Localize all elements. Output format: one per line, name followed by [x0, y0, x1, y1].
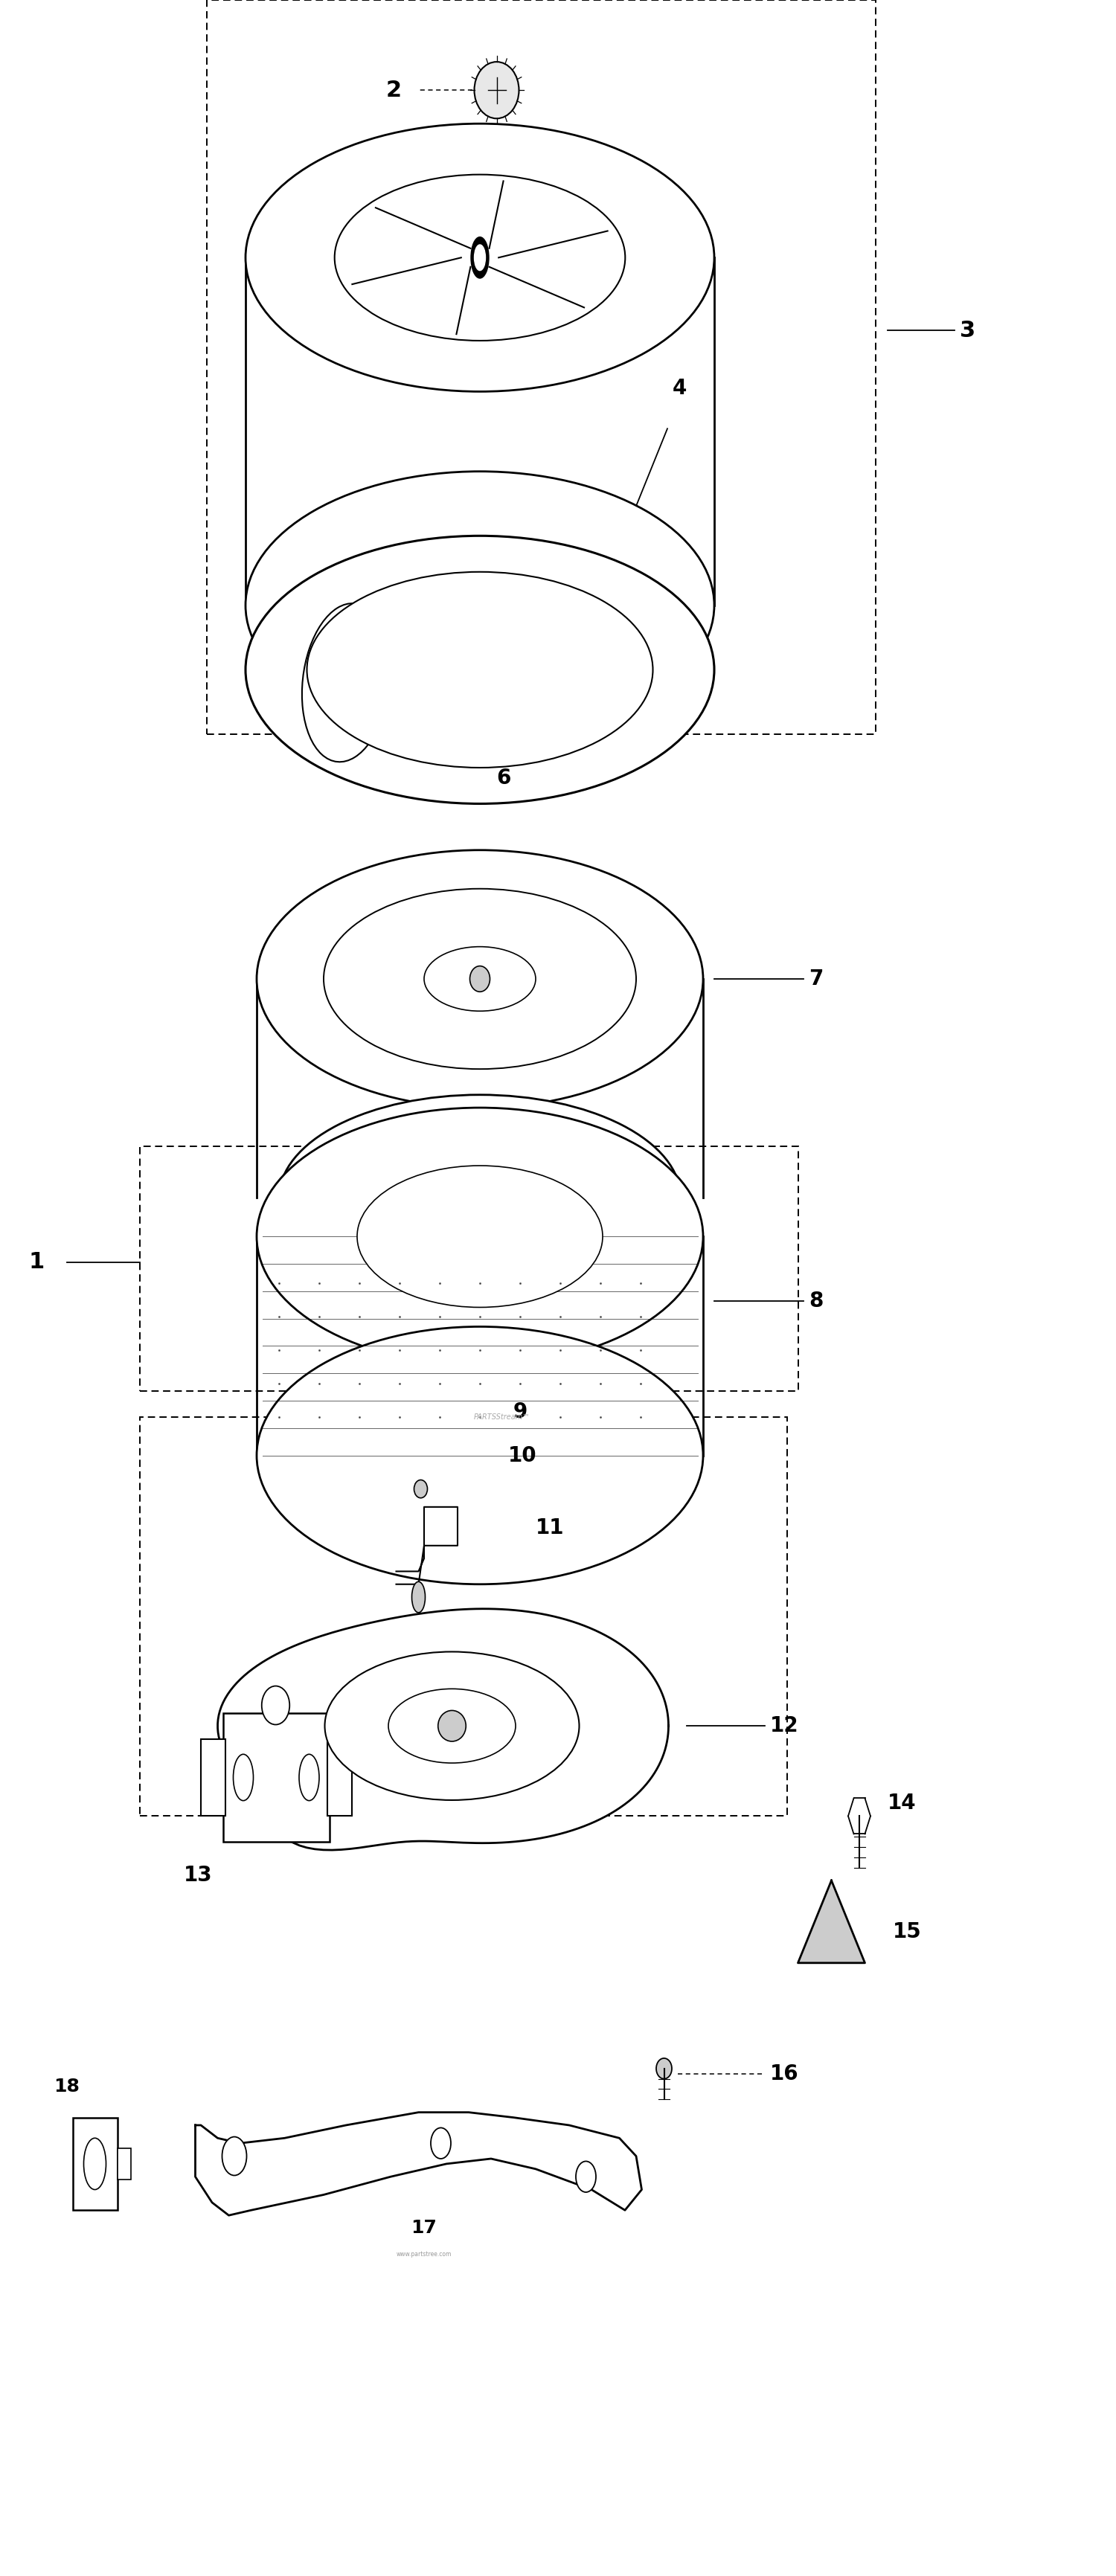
Ellipse shape [474, 62, 519, 118]
Bar [117, 2148, 131, 2179]
Ellipse shape [307, 572, 653, 768]
Ellipse shape [261, 1685, 290, 1726]
Text: 8: 8 [809, 1291, 824, 1311]
Bar [327, 1739, 352, 1816]
Ellipse shape [246, 536, 714, 804]
Bar [73, 2117, 117, 2210]
Ellipse shape [388, 1690, 516, 1762]
Ellipse shape [404, 765, 422, 791]
Ellipse shape [470, 966, 490, 992]
Text: 4: 4 [672, 379, 686, 399]
Text: 14: 14 [887, 1793, 916, 1814]
Text: 12: 12 [770, 1716, 799, 1736]
Ellipse shape [257, 1108, 703, 1365]
Ellipse shape [357, 1164, 603, 1309]
Polygon shape [798, 1880, 865, 1963]
Ellipse shape [325, 1651, 579, 1801]
Text: 15: 15 [893, 1922, 922, 1942]
Ellipse shape [437, 1710, 466, 1741]
Ellipse shape [222, 2138, 247, 2174]
Ellipse shape [324, 889, 636, 1069]
Text: 5: 5 [502, 732, 517, 752]
Ellipse shape [246, 471, 714, 739]
Text: 6: 6 [497, 768, 511, 788]
Ellipse shape [406, 1432, 420, 1453]
Ellipse shape [257, 1327, 703, 1584]
Ellipse shape [413, 714, 424, 729]
Circle shape [84, 2138, 106, 2190]
Circle shape [233, 1754, 253, 1801]
Ellipse shape [335, 175, 625, 340]
Polygon shape [195, 2112, 642, 2215]
Bar [206, 0, 876, 734]
Text: 1: 1 [29, 1252, 45, 1273]
Bar [223, 1713, 329, 1842]
Ellipse shape [408, 773, 417, 783]
Text: 10: 10 [508, 1445, 537, 1466]
Text: 13: 13 [183, 1865, 212, 1886]
Text: PARTSStream™: PARTSStream™ [474, 1414, 530, 1419]
Text: 9: 9 [513, 1401, 528, 1422]
Ellipse shape [246, 124, 714, 392]
Ellipse shape [302, 603, 389, 762]
Text: 17: 17 [411, 2221, 437, 2236]
Circle shape [471, 237, 489, 278]
Text: 11: 11 [536, 1517, 565, 1538]
Ellipse shape [257, 850, 703, 1108]
Text: 18: 18 [54, 2079, 80, 2094]
Ellipse shape [576, 2161, 596, 2192]
Circle shape [412, 1582, 425, 1613]
Text: 2: 2 [386, 80, 402, 100]
Bar [140, 1417, 787, 1816]
Text: 7: 7 [809, 969, 824, 989]
Bar [140, 1146, 798, 1391]
Bar [201, 1739, 225, 1816]
Ellipse shape [279, 1095, 681, 1301]
Text: www.partstree.com: www.partstree.com [396, 2251, 452, 2257]
Ellipse shape [414, 1479, 427, 1497]
Ellipse shape [656, 2058, 672, 2079]
Ellipse shape [424, 1383, 435, 1399]
Ellipse shape [424, 945, 536, 1010]
Ellipse shape [431, 2128, 451, 2159]
Polygon shape [218, 1610, 668, 1850]
Circle shape [474, 245, 485, 270]
Circle shape [299, 1754, 319, 1801]
Text: 3: 3 [960, 319, 975, 340]
Text: 16: 16 [770, 2063, 799, 2084]
